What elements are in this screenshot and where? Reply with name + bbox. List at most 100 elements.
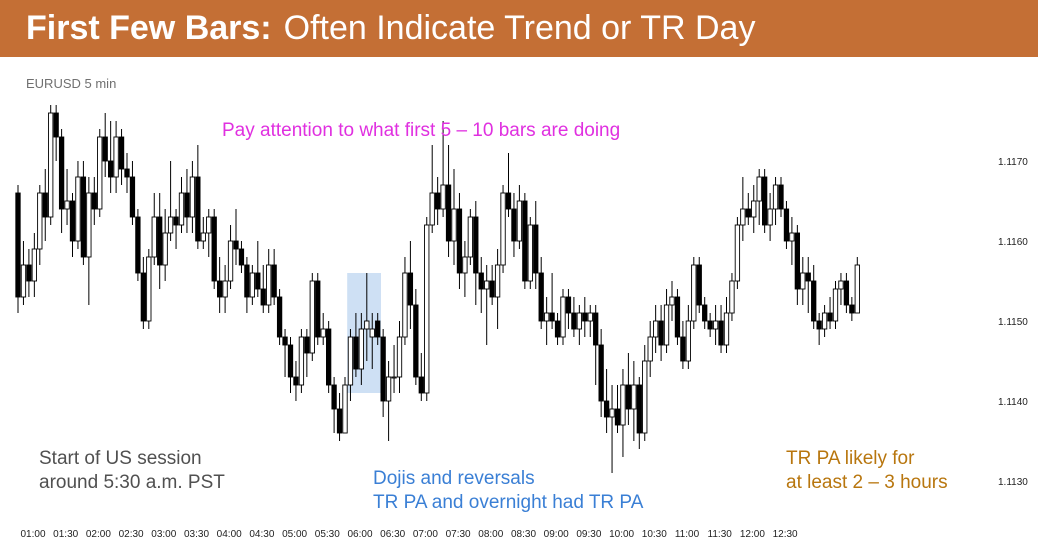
- candle: [304, 329, 310, 377]
- candle: [445, 145, 452, 257]
- candle-body: [849, 304, 855, 314]
- candle: [342, 377, 348, 434]
- candle: [157, 193, 163, 289]
- candle-body: [440, 184, 446, 210]
- candle-body: [124, 168, 130, 178]
- candle-body: [402, 272, 408, 338]
- candle: [113, 121, 119, 193]
- candle-body: [598, 344, 604, 402]
- x-tick-label: 02:00: [86, 529, 111, 540]
- candle-body: [783, 208, 790, 242]
- candle-body: [249, 272, 255, 298]
- candle: [396, 321, 403, 393]
- x-tick-label: 09:30: [576, 529, 601, 540]
- candle: [598, 329, 604, 417]
- x-tick-label: 06:00: [347, 529, 372, 540]
- candle: [151, 193, 157, 265]
- candle: [276, 289, 283, 345]
- candle: [522, 193, 528, 289]
- candle: [222, 265, 228, 313]
- candle: [15, 185, 21, 313]
- candle: [375, 313, 381, 345]
- candle-body: [233, 240, 239, 250]
- candle: [838, 273, 844, 305]
- candle-body: [26, 264, 32, 282]
- annotation-first-bars: Pay attention to what first 5 – 10 bars …: [222, 119, 620, 143]
- candle: [680, 321, 686, 369]
- candle-body: [789, 232, 795, 242]
- candle: [184, 169, 190, 233]
- candle-body: [129, 176, 136, 218]
- x-tick-label: 06:30: [380, 529, 405, 540]
- candle-body: [37, 192, 43, 250]
- candle-body: [838, 280, 844, 290]
- candle: [756, 169, 762, 225]
- candle: [647, 321, 653, 377]
- candle: [424, 217, 430, 401]
- candle-body: [69, 200, 76, 242]
- candle-body: [565, 296, 572, 314]
- candle-body: [396, 336, 403, 378]
- candle-body: [375, 320, 381, 338]
- candle-body: [636, 384, 642, 434]
- x-tick-label: 04:00: [217, 529, 242, 540]
- candle-body: [364, 320, 370, 330]
- candle: [402, 257, 408, 345]
- candle-body: [756, 176, 762, 202]
- candle: [429, 145, 435, 233]
- y-tick-label: 1.1160: [998, 237, 1028, 248]
- candle: [48, 105, 54, 225]
- candle-body: [587, 312, 593, 322]
- candle: [287, 337, 294, 393]
- candle: [347, 329, 354, 401]
- candle: [69, 193, 76, 257]
- x-tick-label: 10:00: [609, 529, 634, 540]
- candle: [751, 185, 757, 233]
- candle: [124, 153, 130, 193]
- y-tick-label: 1.1170: [998, 157, 1028, 168]
- candle-body: [516, 200, 523, 242]
- candle-body: [576, 312, 583, 330]
- candle: [783, 201, 790, 249]
- x-tick-label: 05:00: [282, 529, 307, 540]
- candle-body: [451, 208, 457, 242]
- candle-body: [718, 320, 724, 346]
- candle: [173, 209, 179, 249]
- x-tick-label: 11:00: [675, 529, 700, 540]
- candle-body: [309, 280, 315, 354]
- candle-body: [609, 408, 615, 418]
- candle: [707, 313, 713, 337]
- candle: [418, 353, 424, 401]
- candle: [484, 265, 490, 345]
- candle: [255, 241, 261, 297]
- candle: [478, 257, 484, 313]
- candle: [467, 209, 473, 265]
- candle: [603, 369, 610, 433]
- candle-body: [353, 336, 359, 370]
- candle-body: [544, 312, 550, 322]
- candle-body: [467, 216, 473, 258]
- candle-body: [97, 136, 103, 210]
- candle: [80, 161, 87, 265]
- candle: [653, 305, 659, 353]
- candle: [195, 145, 201, 249]
- candle: [129, 161, 136, 225]
- candle-body: [91, 192, 97, 210]
- candle-body: [685, 320, 692, 362]
- candle-body: [794, 232, 801, 290]
- candle: [456, 193, 463, 289]
- candle: [298, 329, 305, 393]
- candle-body: [445, 184, 452, 242]
- candle: [206, 209, 212, 257]
- candle-body: [740, 208, 746, 226]
- candle: [364, 273, 370, 361]
- candle-body: [778, 184, 784, 210]
- candle: [162, 209, 168, 281]
- candle: [549, 273, 555, 329]
- candle: [636, 377, 642, 449]
- candle: [663, 289, 670, 353]
- candle: [658, 305, 664, 361]
- candle-body: [48, 112, 54, 218]
- candle: [107, 121, 114, 193]
- candle-body: [369, 328, 375, 338]
